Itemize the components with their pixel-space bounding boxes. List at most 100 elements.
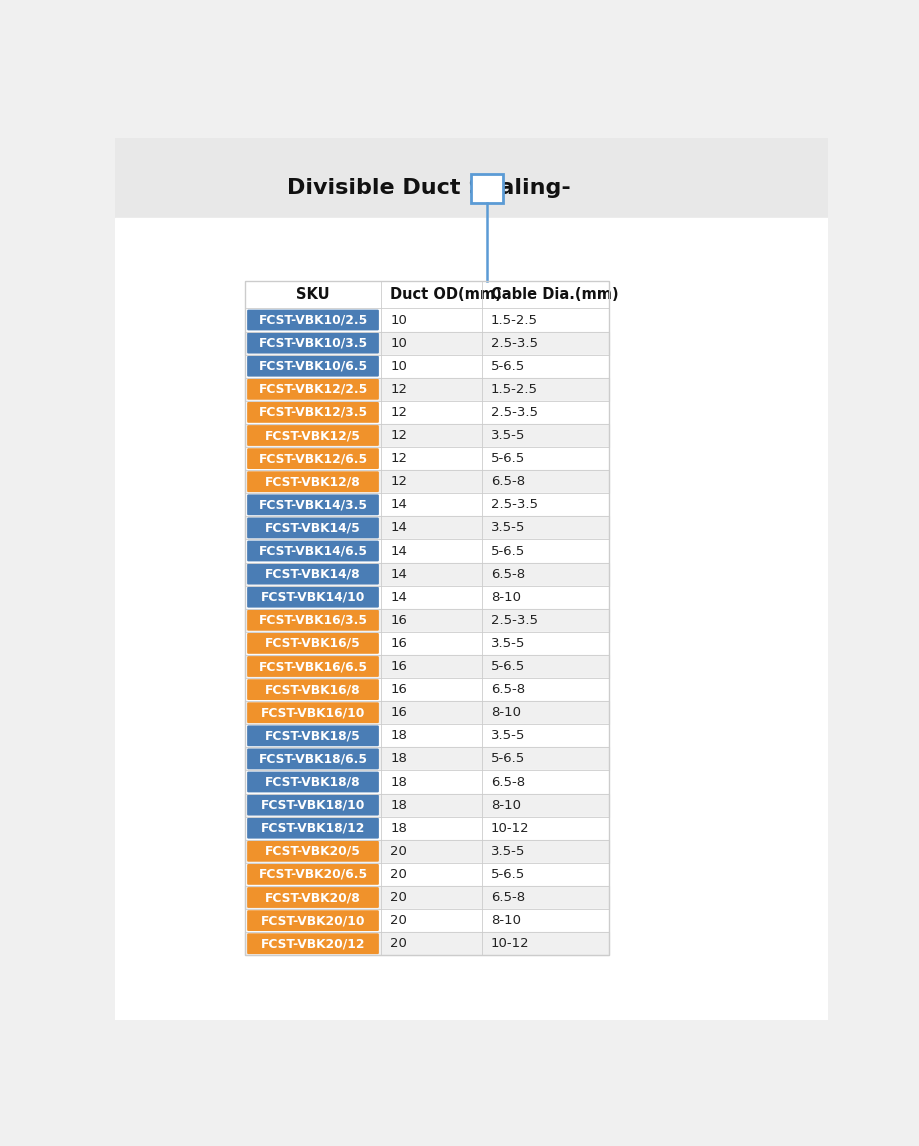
Text: 10: 10 (390, 337, 406, 350)
Text: 16: 16 (390, 683, 406, 696)
Text: Cable Dia.(mm): Cable Dia.(mm) (491, 288, 618, 303)
Bar (245, 331, 608, 354)
FancyBboxPatch shape (247, 309, 379, 330)
FancyBboxPatch shape (247, 748, 379, 769)
Text: FCST-VBK16/8: FCST-VBK16/8 (265, 683, 360, 696)
Text: 2.5-3.5: 2.5-3.5 (491, 499, 538, 511)
Bar (245, 354, 608, 378)
Text: 20: 20 (390, 868, 406, 881)
Text: 3.5-5: 3.5-5 (491, 637, 525, 650)
Bar (245, 678, 608, 701)
Text: 12: 12 (390, 406, 407, 419)
Text: 2.5-3.5: 2.5-3.5 (491, 614, 538, 627)
FancyBboxPatch shape (247, 379, 379, 400)
FancyBboxPatch shape (247, 841, 379, 862)
Text: 6.5-8: 6.5-8 (491, 776, 525, 788)
FancyBboxPatch shape (247, 332, 379, 353)
Text: 16: 16 (390, 660, 406, 673)
Text: FCST-VBK16/5: FCST-VBK16/5 (265, 637, 360, 650)
Text: 10: 10 (390, 360, 406, 372)
Text: 6.5-8: 6.5-8 (491, 567, 525, 581)
Text: FCST-VBK14/8: FCST-VBK14/8 (265, 567, 360, 581)
FancyBboxPatch shape (247, 448, 379, 469)
Text: 14: 14 (390, 544, 406, 557)
Text: 18: 18 (390, 799, 406, 811)
Text: 8-10: 8-10 (491, 590, 520, 604)
Text: 8-10: 8-10 (491, 915, 520, 927)
Text: 2.5-3.5: 2.5-3.5 (491, 337, 538, 350)
Bar (245, 540, 608, 563)
Text: 14: 14 (390, 521, 406, 534)
Text: FCST-VBK20/10: FCST-VBK20/10 (260, 915, 365, 927)
Text: 20: 20 (390, 890, 406, 904)
Bar (245, 401, 608, 424)
FancyBboxPatch shape (247, 610, 379, 630)
Text: FCST-VBK14/5: FCST-VBK14/5 (265, 521, 360, 534)
Bar (245, 563, 608, 586)
Text: 2.5-3.5: 2.5-3.5 (491, 406, 538, 419)
Bar (245, 863, 608, 886)
Text: 20: 20 (390, 915, 406, 927)
Text: 3.5-5: 3.5-5 (491, 845, 525, 858)
Text: 18: 18 (390, 822, 406, 834)
FancyBboxPatch shape (247, 541, 379, 562)
Text: FCST-VBK10/6.5: FCST-VBK10/6.5 (258, 360, 368, 372)
Text: FCST-VBK12/6.5: FCST-VBK12/6.5 (258, 453, 368, 465)
FancyBboxPatch shape (247, 633, 379, 654)
FancyBboxPatch shape (247, 518, 379, 539)
Text: 10-12: 10-12 (491, 937, 529, 950)
Text: 8-10: 8-10 (491, 799, 520, 811)
Bar (245, 517, 608, 540)
FancyBboxPatch shape (247, 564, 379, 584)
Bar (245, 932, 608, 956)
FancyBboxPatch shape (247, 887, 379, 908)
FancyBboxPatch shape (247, 933, 379, 955)
Text: FCST-VBK18/10: FCST-VBK18/10 (261, 799, 365, 811)
FancyBboxPatch shape (247, 818, 379, 839)
Text: FCST-VBK12/2.5: FCST-VBK12/2.5 (258, 383, 368, 395)
Text: FCST-VBK20/6.5: FCST-VBK20/6.5 (258, 868, 368, 881)
Text: 20: 20 (390, 937, 406, 950)
Text: 10-12: 10-12 (491, 822, 529, 834)
Text: 14: 14 (390, 567, 406, 581)
Bar (245, 909, 608, 932)
Text: 12: 12 (390, 453, 407, 465)
Bar (245, 281, 608, 956)
Text: FCST-VBK18/5: FCST-VBK18/5 (265, 729, 360, 743)
Bar (245, 308, 608, 331)
Text: 5-6.5: 5-6.5 (491, 660, 525, 673)
Text: FCST-VBK10/2.5: FCST-VBK10/2.5 (258, 314, 368, 327)
Bar (245, 793, 608, 817)
Text: 20: 20 (390, 845, 406, 858)
Bar (245, 493, 608, 517)
Text: Duct OD(mm): Duct OD(mm) (390, 288, 502, 303)
Bar (245, 817, 608, 840)
Text: FCST-VBK16/10: FCST-VBK16/10 (261, 706, 365, 720)
Text: 6.5-8: 6.5-8 (491, 890, 525, 904)
Text: Divisible Duct Sealing-: Divisible Duct Sealing- (287, 179, 570, 198)
Bar (245, 609, 608, 631)
Bar (245, 747, 608, 770)
Text: FCST-VBK20/8: FCST-VBK20/8 (265, 890, 360, 904)
Text: FCST-VBK16/6.5: FCST-VBK16/6.5 (258, 660, 367, 673)
Text: FCST-VBK20/12: FCST-VBK20/12 (260, 937, 365, 950)
Text: 3.5-5: 3.5-5 (491, 429, 525, 442)
Bar (245, 378, 608, 401)
Text: FCST-VBK14/10: FCST-VBK14/10 (261, 590, 365, 604)
Text: FCST-VBK10/3.5: FCST-VBK10/3.5 (258, 337, 368, 350)
Bar (245, 470, 608, 493)
FancyBboxPatch shape (247, 425, 379, 446)
FancyBboxPatch shape (247, 864, 379, 885)
Text: FCST-VBK18/12: FCST-VBK18/12 (261, 822, 365, 834)
Text: FCST-VBK12/5: FCST-VBK12/5 (265, 429, 360, 442)
Bar (245, 281, 608, 308)
Text: SKU: SKU (296, 288, 330, 303)
Text: 14: 14 (390, 590, 406, 604)
Text: 3.5-5: 3.5-5 (491, 729, 525, 743)
Bar (245, 770, 608, 793)
Bar (115, 138, 827, 219)
FancyBboxPatch shape (247, 771, 379, 792)
Bar (245, 840, 608, 863)
FancyBboxPatch shape (247, 657, 379, 677)
FancyBboxPatch shape (247, 680, 379, 700)
